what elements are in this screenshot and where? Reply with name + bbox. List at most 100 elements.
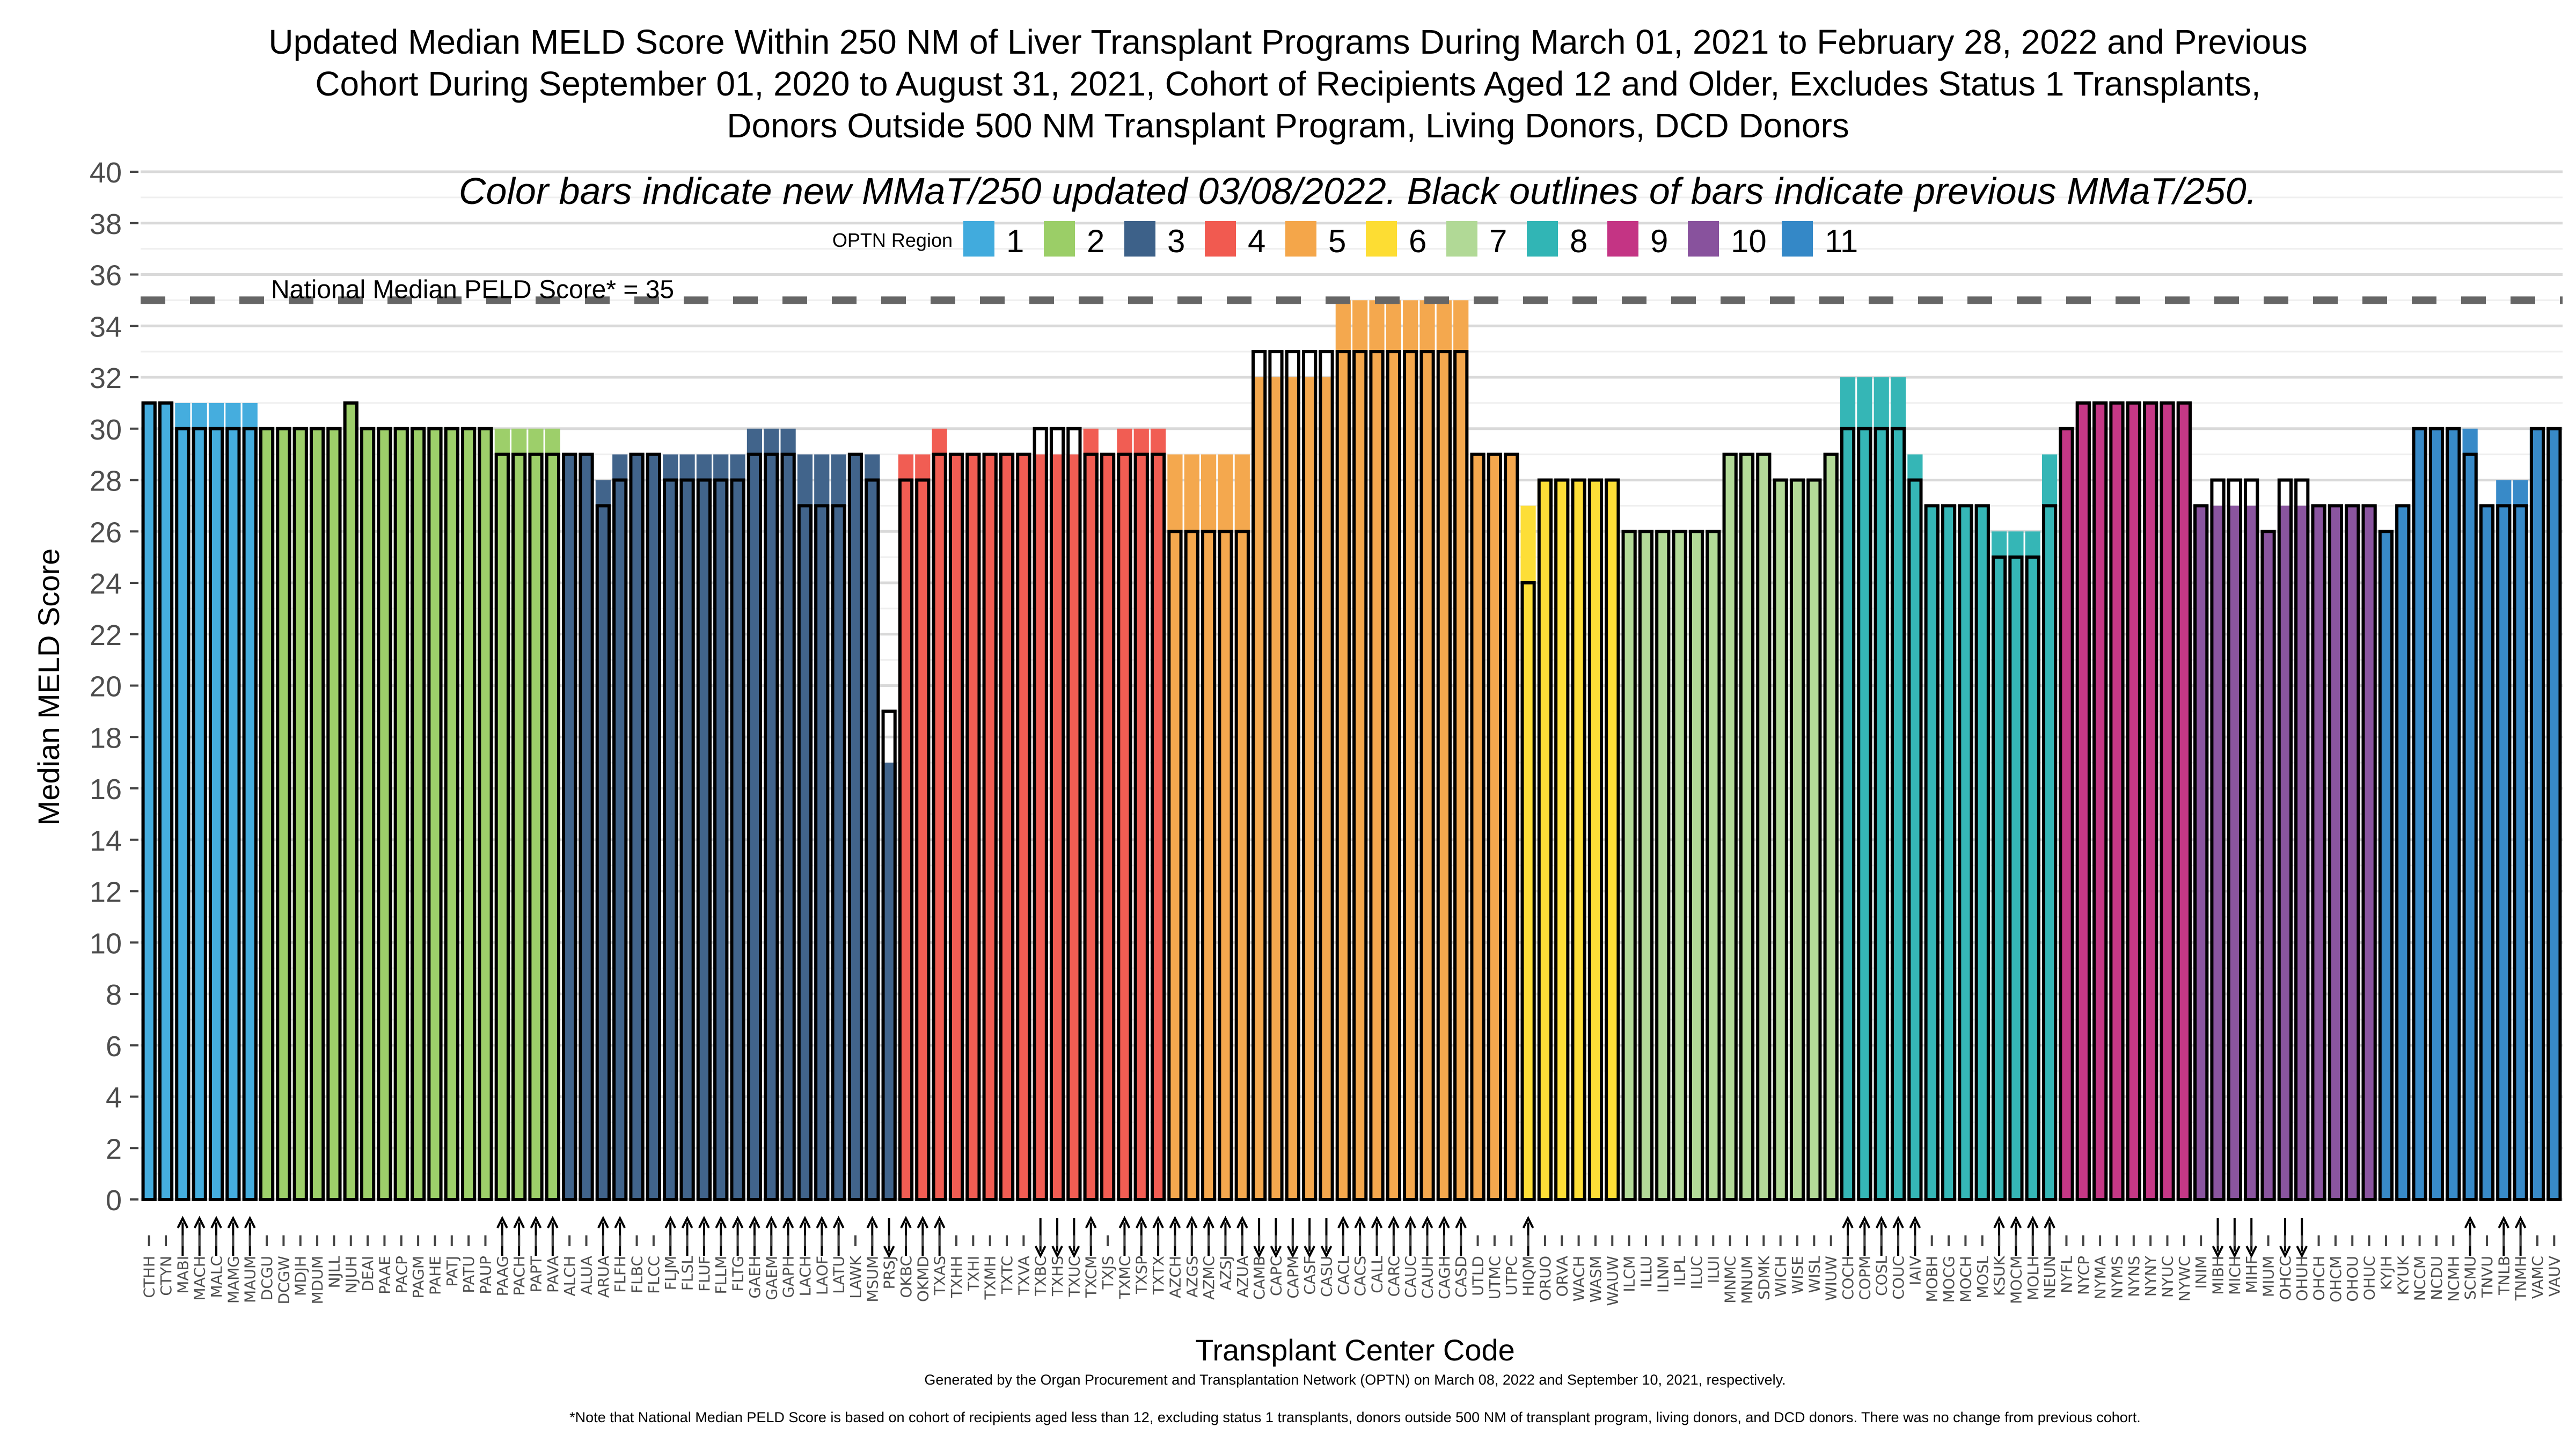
arrow-up-head [782,1216,794,1228]
bar-prev-outline-cauc [1403,350,1418,1201]
x-tick-label: MOCH [1957,1256,1974,1302]
x-tick-label: NYMA [2091,1256,2109,1299]
arrow-down-head [2212,1246,2224,1258]
x-tick-label: MDJH [292,1256,310,1296]
arrow-down-head [1051,1246,1063,1258]
x-tick-label: PAPT [527,1255,545,1292]
bar-prev-outline-pava [545,452,560,1201]
x-tick-label: OKMD [914,1256,932,1302]
x-tick-label: TXUC [1065,1256,1083,1297]
bar-prev-outline-couc [1890,427,1906,1201]
x-tick-label: NYUC [2159,1256,2177,1298]
x-tick-label: MOCM [2007,1256,2025,1304]
x-tick-label: ARUA [595,1256,612,1298]
x-tick-label: ORUO [1536,1256,1554,1301]
x-tick-label: PATJ [443,1256,461,1286]
arrow-up-head [832,1216,845,1228]
bar-prev-outline-ohcc [2277,478,2293,1201]
x-tick-label: ILPL [1671,1256,1689,1286]
x-tick-label: ORVA [1553,1256,1571,1297]
bar-prev-outline-nycp [2075,401,2091,1201]
x-tick-label: CASF [1301,1256,1319,1295]
bar-prev-outline-mocm [2008,555,2024,1201]
x-tick-label: FLTG [729,1256,747,1292]
arrow-up-head [1169,1216,1181,1228]
bar-prev-outline-txva [1016,452,1031,1201]
arrow-up-head [799,1216,811,1228]
bar-prev-outline-flfh [612,478,628,1201]
x-tick-label: AZSJ [1217,1256,1234,1290]
chart-title-line-1: Updated Median MELD Score Within 250 NM … [268,23,2307,61]
bar-prev-outline-txmc [1117,452,1132,1201]
x-tick-label: VAUV [2545,1256,2563,1297]
x-tick-label: ILCM [1621,1256,1638,1292]
bar-prev-outline-prsj [881,709,897,1201]
x-tick-label: FLUF [696,1256,713,1292]
bar-prev-outline-papt [528,452,544,1201]
arrow-up-head [731,1216,744,1228]
x-tick-label: PAAE [376,1256,393,1294]
bar-prev-outline-deai [360,427,376,1201]
x-tick-label: MIHF [2243,1256,2260,1293]
x-tick-label: AZGS [1183,1256,1201,1298]
arrow-down-head [1287,1246,1299,1258]
x-tick-label: UTLD [1469,1256,1487,1296]
arrow-up-head [1354,1216,1366,1228]
y-tick-label: 10 [90,927,122,960]
x-tick-label: GAEH [746,1256,764,1299]
arrow-up-head [614,1216,626,1228]
bar-prev-outline-cthh [141,401,157,1201]
bar-prev-outline-paag [494,452,510,1201]
x-tick-label: ALUA [578,1256,596,1295]
legend-label-region-3: 3 [1167,223,1185,259]
arrow-up-head [900,1216,912,1228]
arrow-up-head [2514,1216,2527,1228]
x-tick-label: MACH [191,1256,209,1300]
bar-prev-outline-moch [1958,504,1973,1201]
legend-swatch-region-5 [1285,221,1316,257]
x-tick-label: DCGU [258,1256,276,1300]
bar-prev-outline-patu [461,427,477,1201]
bar-prev-outline-wich [1773,478,1788,1201]
bar-prev-outline-orva [1554,478,1570,1201]
x-tick-label: PAGM [409,1256,427,1299]
x-tick-label: COCH [1839,1256,1857,1300]
x-tick-label: MIBH [2209,1256,2227,1295]
bar-prev-outline-mach [192,427,207,1201]
bar-prev-outline-malc [208,427,224,1201]
legend-label-region-6: 6 [1409,223,1426,259]
bar-prev-outline-mobh [1924,504,1940,1201]
bar-prev-outline-illu [1638,530,1654,1201]
bar-prev-outline-txsp [1133,452,1149,1201]
bar-prev-outline-vauv [2546,427,2562,1201]
bar-prev-outline-inim [2193,504,2209,1201]
x-tick-label: FLFH [611,1256,629,1293]
bar-prev-outline-paup [478,427,493,1201]
x-tick-label: PAHE [426,1256,444,1295]
bar-prev-outline-neun [2042,504,2058,1201]
bar-prev-outline-casd [1453,350,1469,1201]
arrow-up-head [715,1216,727,1228]
x-tick-label: CARC [1385,1256,1403,1297]
x-tick-label: MDUM [309,1256,326,1304]
y-tick-label: 4 [106,1082,122,1114]
arrow-down-head [2279,1246,2291,1258]
x-tick-label: TXMH [982,1256,999,1300]
bar-prev-outline-vamc [2529,427,2545,1201]
x-tick-label: TXVA [1015,1256,1033,1296]
bar-prev-outline-latu [831,504,846,1201]
chart-title-line-2: Cohort During September 01, 2020 to Augu… [315,64,2260,103]
legend-label-region-11: 11 [1825,223,1858,259]
x-tick-label: CACL [1335,1256,1352,1296]
bar-prev-outline-paae [377,427,392,1201]
x-tick-label: PAAG [494,1256,511,1296]
arrow-down-head [1253,1246,1265,1258]
bar-prev-outline-camb [1252,350,1267,1201]
x-tick-label: PACP [393,1256,411,1293]
arrow-down-head [1034,1246,1046,1258]
bar-prev-outline-azmc [1201,530,1217,1201]
y-tick-label: 20 [90,671,122,703]
arrow-up-head [1085,1216,1097,1228]
bar-prev-outline-mihf [2244,478,2259,1201]
